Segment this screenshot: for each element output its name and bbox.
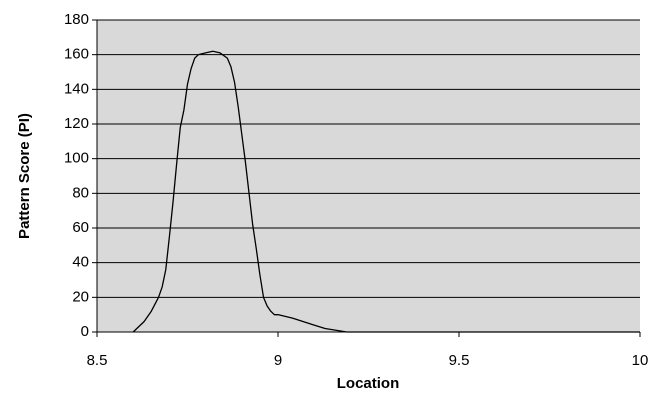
y-tick-label: 40 [72,254,89,271]
x-tick-label: 10 [632,352,649,369]
x-tick-label: 8.5 [87,352,108,369]
y-tick-label: 60 [72,219,89,236]
x-tick-label: 9.5 [449,352,470,369]
gridlines [97,19,640,298]
x-axis-title: Location [337,375,400,392]
data-series [132,50,640,333]
plot-area [97,20,640,332]
y-tick-label: 80 [72,184,89,201]
series-line [132,50,640,333]
y-tick-label: 180 [64,11,89,28]
x-tick-labels: 8.5 9 9.5 10 [87,352,649,369]
y-tick-label: 120 [64,115,89,132]
y-tick-label: 20 [72,288,89,305]
y-tick-label: 100 [64,150,89,167]
y-tick-label: 140 [64,80,89,97]
x-tick-label: 9 [274,352,282,369]
y-tick-label: 0 [81,323,89,340]
y-tick-label: 160 [64,46,89,63]
y-axis-title: Pattern Score (PI) [16,113,33,239]
y-tick-labels: 0 20 40 60 80 100 120 140 160 180 [64,11,89,340]
